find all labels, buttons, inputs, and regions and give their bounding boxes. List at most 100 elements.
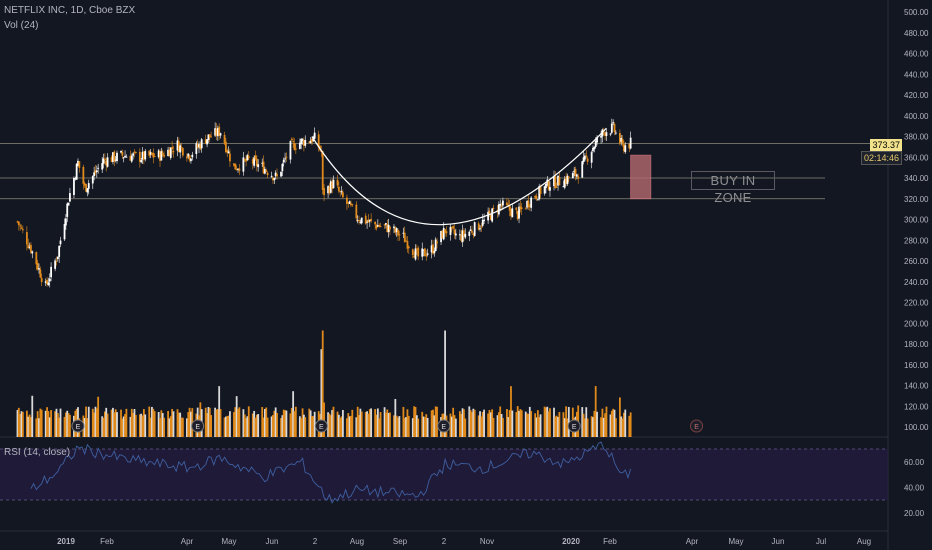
volume-bar: [282, 409, 285, 437]
candle-body: [441, 230, 444, 239]
rsi-legend[interactable]: RSI (14, close): [4, 447, 71, 458]
volume-bar: [218, 386, 221, 437]
candle-body: [425, 255, 428, 257]
candle-body: [208, 134, 211, 138]
time-tick-label: May: [221, 537, 236, 546]
volume-bar: [112, 407, 114, 437]
cup-curve-drawing[interactable]: [311, 127, 607, 226]
candle-body: [21, 229, 24, 231]
volume-bar: [398, 416, 401, 437]
candle-body: [251, 159, 254, 164]
candle-body: [500, 205, 503, 207]
volume-bar: [171, 408, 174, 437]
bar-countdown-tag: 02:14:46: [860, 151, 902, 165]
candle-body: [524, 208, 527, 210]
candle-body: [120, 150, 122, 153]
volume-bar: [367, 413, 370, 437]
volume-bar: [557, 417, 559, 437]
volume-bar: [148, 406, 151, 437]
volume-bar: [331, 410, 334, 437]
candle-body: [235, 169, 238, 171]
volume-bar: [313, 411, 316, 437]
volume-bar: [149, 417, 152, 437]
price-tick-label: 500.00: [904, 8, 929, 17]
volume-legend[interactable]: Vol (24): [4, 20, 39, 31]
candle-body: [199, 144, 202, 149]
volume-bar: [526, 413, 529, 437]
candle-body: [628, 143, 631, 149]
candle-body: [337, 186, 340, 192]
volume-bar: [226, 415, 229, 437]
candle-body: [566, 175, 569, 185]
volume-bar: [39, 408, 42, 437]
candle-body: [623, 143, 625, 152]
candle-body: [422, 249, 425, 251]
volume-bar: [511, 410, 514, 437]
candle-body: [243, 159, 246, 161]
volume-bar: [251, 413, 254, 437]
candle-body: [262, 161, 265, 174]
candle-body: [536, 199, 539, 201]
volume-bar: [293, 411, 296, 437]
volume-bar: [138, 414, 141, 437]
candle-body: [39, 269, 42, 278]
volume-bar: [101, 416, 104, 437]
candle-body: [82, 166, 85, 184]
candle-body: [375, 225, 378, 229]
candle-body: [313, 132, 316, 139]
candle-body: [270, 175, 273, 177]
candle-body: [93, 172, 96, 177]
volume-bar: [176, 409, 179, 437]
candle-body: [403, 232, 406, 243]
candle-body: [216, 128, 219, 137]
price-axis[interactable]: 500.00 480.00 460.00 440.00 420.00 400.00 380.…: [904, 8, 929, 518]
volume-bar: [387, 413, 390, 437]
volume-bar: [290, 407, 293, 437]
candle-body: [378, 224, 381, 227]
candle-body: [59, 240, 62, 245]
volume-bar: [273, 410, 276, 437]
volume-bar: [276, 412, 278, 437]
candle-body: [152, 153, 155, 158]
buy-zone-box: [630, 154, 652, 200]
volume-bar: [358, 415, 360, 437]
volume-bar: [433, 415, 436, 437]
horizontal-levels[interactable]: [0, 142, 888, 200]
volume-bar: [253, 410, 256, 437]
volume-bar: [31, 395, 34, 437]
candle-body: [188, 155, 191, 161]
buy-zone-label[interactable]: BUY IN ZONE: [691, 171, 775, 205]
cup-curve: [311, 127, 607, 226]
price-tick-label: 300.00: [904, 216, 929, 225]
time-tick-label: Sep: [393, 537, 408, 546]
volume-bar: [207, 406, 210, 437]
candle-body: [562, 186, 565, 188]
volume-bar: [499, 406, 502, 437]
rsi-series-line: [30, 441, 632, 504]
volume-bar: [415, 415, 418, 437]
candle-body: [506, 202, 508, 205]
candle-body: [527, 200, 530, 208]
volume-bar: [308, 408, 311, 437]
buy-zone-rectangle[interactable]: [630, 154, 652, 200]
volume-bar: [153, 411, 156, 437]
symbol-legend[interactable]: NETFLIX INC, 1D, Cboe BZX: [4, 5, 136, 16]
candle-body: [469, 229, 472, 231]
volume-bar: [554, 416, 557, 437]
volume-bar: [216, 408, 219, 437]
candle-body: [91, 176, 94, 184]
volume-bar: [497, 412, 500, 437]
price-tick-label: 340.00: [904, 174, 929, 183]
volume-bar: [44, 410, 47, 437]
volume-bar: [366, 411, 368, 437]
time-axis[interactable]: 2019 Feb Apr May Jun 2 Aug Sep 2 Nov 2020 Feb Apr May…: [57, 537, 871, 546]
volume-bar: [266, 417, 269, 437]
volume-bar: [234, 407, 237, 437]
candle-body: [304, 140, 307, 146]
candle-body: [225, 141, 227, 153]
volume-bar: [179, 412, 182, 437]
candle-body: [528, 205, 531, 207]
candle-body: [67, 202, 70, 206]
